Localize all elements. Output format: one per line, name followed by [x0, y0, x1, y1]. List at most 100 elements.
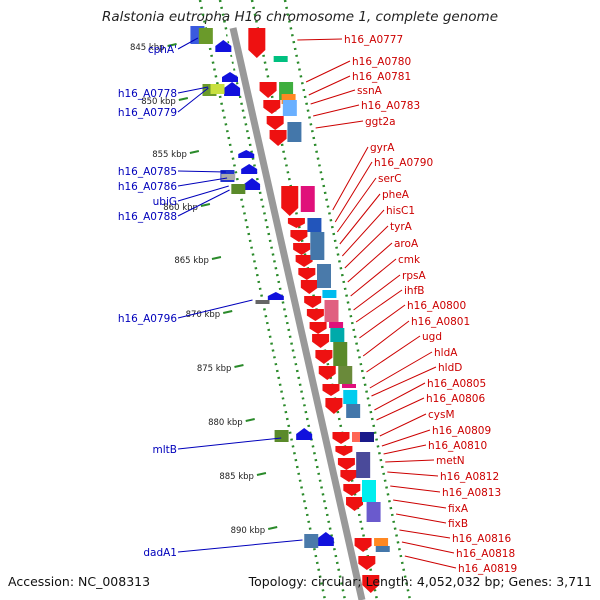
- gene-forward-arrow: [332, 432, 350, 444]
- gene-reverse-arrow: [317, 532, 334, 546]
- gene-label-right: cysM: [428, 409, 455, 421]
- gene-feature-block: [317, 264, 331, 288]
- tick-mark: [222, 310, 233, 314]
- genome-stats-text: Topology: circular; Length: 4,052,032 bp…: [248, 574, 592, 589]
- label-leader-line: [374, 382, 426, 411]
- gene-label-right: h16_A0783: [361, 100, 420, 112]
- gene-label-right: ggt2a: [365, 116, 396, 128]
- gene-label-right: hisC1: [386, 205, 415, 217]
- label-leader-line: [341, 209, 385, 257]
- gene-label-left: h16_A0778: [118, 88, 177, 100]
- gene-forward-arrow: [295, 255, 313, 267]
- label-leader-line: [177, 539, 303, 553]
- tick-mark: [189, 150, 200, 154]
- gene-label-right: tyrA: [390, 221, 413, 233]
- gene-label-left: dadA1: [143, 547, 177, 559]
- gene-feature-block: [356, 452, 371, 478]
- gene-label-left: cphA': [148, 44, 177, 56]
- gene-feature-block: [375, 546, 390, 552]
- gene-reverse-arrow: [296, 428, 313, 440]
- tick-mark: [245, 418, 255, 422]
- gene-forward-arrow: [269, 130, 287, 146]
- gene-feature-block: [342, 384, 356, 388]
- gene-feature-block: [273, 56, 288, 62]
- label-leader-line: [297, 38, 343, 41]
- gene-label-right: metN: [436, 455, 465, 467]
- tick-mark: [234, 364, 244, 368]
- gene-feature-block: [329, 322, 344, 328]
- gene-feature-block: [281, 94, 296, 104]
- tick-label: 890 kbp: [231, 526, 266, 536]
- label-leader-line: [399, 529, 451, 539]
- gene-forward-arrow: [312, 334, 330, 348]
- label-leader-line: [376, 397, 425, 421]
- tick-mark: [211, 256, 222, 260]
- gene-label-right: fixB: [448, 518, 468, 530]
- gene-forward-arrow: [335, 446, 353, 456]
- gene-feature-block: [346, 404, 361, 418]
- gene-feature-block: [322, 290, 337, 298]
- tick-mark: [167, 43, 177, 47]
- label-leader-line: [315, 120, 364, 129]
- label-leader-line: [344, 225, 389, 269]
- gene-label-right: h16_A0777: [344, 34, 403, 46]
- gene-feature-block: [374, 538, 389, 546]
- gene-reverse-arrow: [224, 82, 241, 96]
- gene-label-left: h16_A0786: [118, 181, 177, 193]
- gene-label-right: h16_A0801: [411, 316, 470, 328]
- gene-label-right: gyrA: [370, 142, 395, 154]
- gene-forward-arrow: [263, 100, 281, 114]
- gene-feature-block: [307, 218, 322, 232]
- gene-reverse-arrow: [215, 40, 232, 52]
- label-leader-line: [395, 513, 447, 524]
- gene-label-left: h16_A0785: [118, 166, 177, 178]
- tick-mark: [200, 203, 211, 207]
- label-leader-line: [177, 189, 230, 217]
- gene-forward-arrow: [322, 384, 340, 396]
- gene-forward-arrow: [290, 230, 308, 242]
- label-leader-line: [313, 104, 360, 117]
- label-leader-line: [177, 37, 199, 50]
- gene-label-right: h16_A0805: [427, 378, 486, 390]
- label-leader-line: [177, 185, 229, 202]
- gene-feature-block: [300, 186, 315, 212]
- gene-forward-arrow: [306, 309, 324, 321]
- gene-label-right: h16_A0800: [407, 300, 466, 312]
- gene-forward-arrow: [259, 82, 277, 98]
- map-title: Ralstonia eutropha H16 chromosome 1, com…: [101, 9, 499, 25]
- label-leader-line: [404, 555, 457, 569]
- gene-forward-arrow: [362, 575, 380, 593]
- gene-feature-block: [304, 534, 319, 548]
- gene-forward-arrow: [293, 243, 311, 255]
- tick-label: 855 kbp: [152, 150, 187, 160]
- label-leader-line: [334, 161, 373, 223]
- gene-forward-arrow: [281, 186, 299, 216]
- label-leader-line: [366, 335, 421, 373]
- tick-mark: [178, 97, 189, 101]
- gene-feature-block: [282, 100, 297, 116]
- gene-feature-block: [231, 184, 246, 194]
- gene-feature-block: [333, 342, 348, 366]
- gene-feature-block: [310, 232, 325, 260]
- tick-label: 845 kbp: [130, 43, 165, 53]
- gene-feature-block: [360, 432, 374, 442]
- gene-label-right: h16_A0818: [456, 548, 515, 560]
- label-leader-line: [177, 437, 282, 450]
- label-leader-line: [336, 177, 377, 233]
- gene-feature-block: [274, 430, 289, 442]
- gene-label-right: hldA: [434, 347, 458, 359]
- gene-forward-arrow: [318, 366, 336, 380]
- gene-forward-arrow: [340, 470, 358, 482]
- tick-label: 880 kbp: [208, 418, 243, 428]
- gene-label-right: ugd: [422, 331, 442, 343]
- gene-label-right: h16_A0781: [352, 71, 411, 83]
- gene-forward-arrow: [266, 116, 284, 130]
- label-leader-line: [310, 89, 356, 105]
- gene-forward-arrow: [300, 280, 318, 294]
- gene-label-right: cmk: [398, 254, 421, 266]
- tick-label: 875 kbp: [197, 364, 232, 374]
- gene-forward-arrow: [309, 322, 327, 334]
- gene-forward-arrow: [287, 218, 305, 228]
- gene-forward-arrow: [354, 538, 372, 552]
- gene-forward-arrow: [346, 497, 364, 511]
